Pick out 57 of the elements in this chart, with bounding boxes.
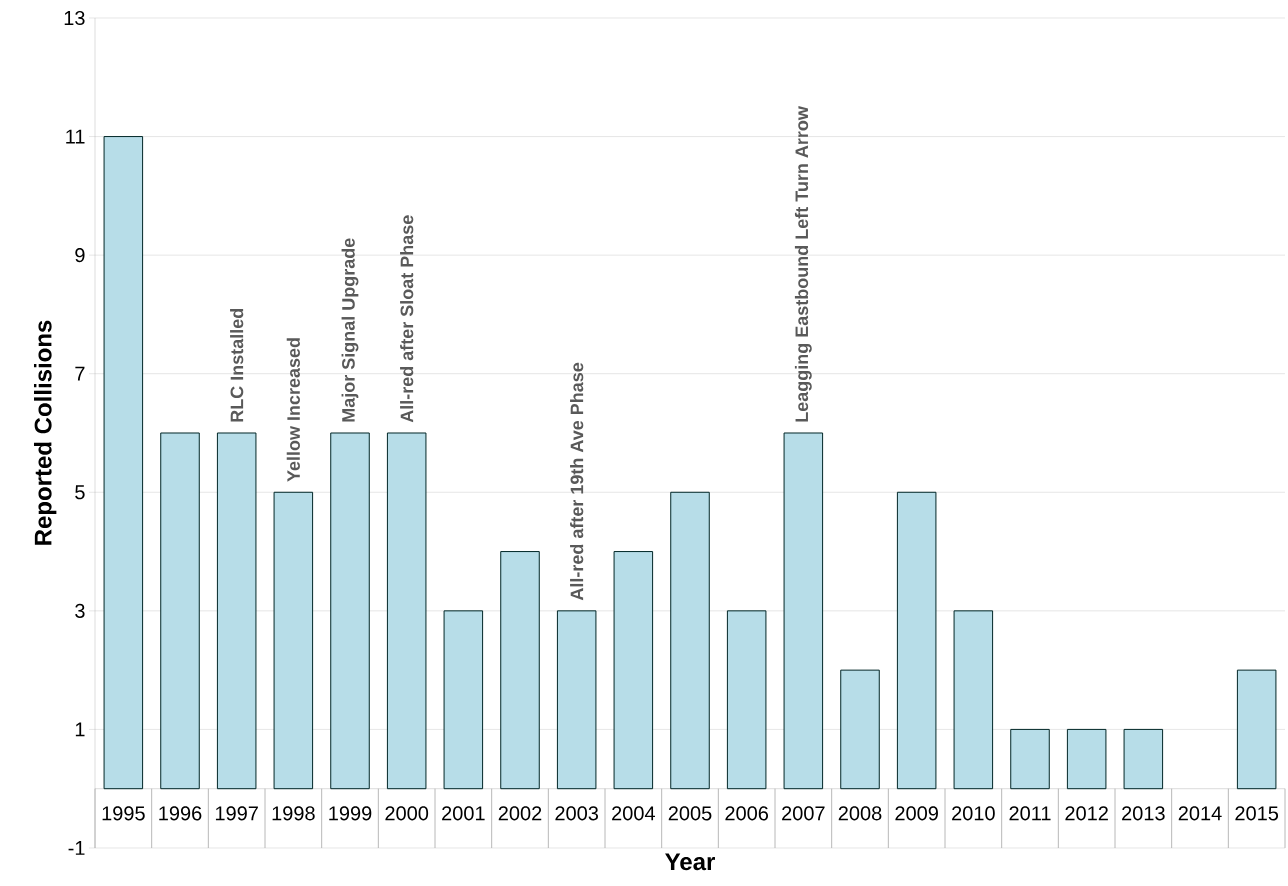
- x-tick-label: 1995: [102, 806, 145, 821]
- y-tick-label: 7: [75, 366, 85, 381]
- bar: [783, 432, 824, 790]
- x-tick-label: 2010: [952, 806, 995, 821]
- bar: [160, 432, 200, 790]
- y-tick-label: 11: [66, 129, 85, 144]
- x-tick-label: 2005: [668, 806, 712, 821]
- bar: [670, 491, 710, 790]
- bar: [726, 610, 767, 790]
- x-tick-label: 2014: [1178, 806, 1222, 821]
- x-tick-label: 2013: [1122, 806, 1165, 821]
- y-tick-label: 1: [75, 722, 85, 737]
- x-tick-label: 1997: [215, 806, 258, 821]
- x-tick-label: 1996: [159, 806, 202, 821]
- bar: [330, 432, 370, 790]
- bar: [1066, 728, 1107, 790]
- bar: [1123, 728, 1164, 790]
- y-tick-label: 9: [75, 248, 85, 263]
- annotation: Leagging Eastbound Left Turn Arrow: [794, 106, 812, 422]
- y-tick-label: 13: [64, 10, 85, 26]
- bar: [896, 491, 937, 790]
- x-tick-label: 2008: [838, 806, 882, 821]
- bar: [216, 432, 257, 790]
- x-tick-label: 2012: [1065, 806, 1108, 821]
- bar: [1010, 728, 1050, 790]
- x-tick-label: 2000: [385, 806, 429, 821]
- bar: [443, 610, 484, 790]
- annotation: All-red after 19th Ave Phase: [570, 362, 584, 601]
- x-tick-label: 2003: [555, 806, 599, 821]
- y-tick-label: 5: [75, 485, 85, 500]
- x-tick-label: 2002: [498, 806, 542, 821]
- x-tick-label: 2015: [1235, 806, 1279, 821]
- bar: [556, 610, 597, 790]
- annotation: Major Signal Upgrade: [341, 238, 359, 422]
- bar: [953, 610, 994, 790]
- x-tick-label: 2009: [895, 806, 938, 821]
- annotation: All-red after Sloat Phase: [400, 215, 414, 423]
- y-tick-label: 3: [75, 603, 85, 618]
- annotation: RLC Installed: [230, 308, 244, 422]
- annotation: Yellow Increased: [286, 338, 300, 482]
- x-tick-label: 2007: [782, 806, 825, 821]
- x-tick-label: 1999: [329, 806, 372, 821]
- bar: [273, 491, 314, 790]
- bar: [840, 669, 880, 790]
- x-axis-title: Year: [665, 853, 715, 871]
- x-tick-label: 1998: [272, 806, 315, 821]
- bar: [103, 136, 144, 790]
- x-tick-label: 2006: [725, 806, 769, 821]
- x-tick-label: 2011: [1009, 806, 1051, 821]
- y-axis-title: Reported Collisions: [33, 320, 57, 545]
- bar: [613, 551, 654, 790]
- bar: [1236, 669, 1277, 790]
- x-tick-label: 2001: [442, 806, 485, 821]
- x-tick-label: 2004: [612, 806, 655, 821]
- y-tick-label: -1: [68, 841, 85, 855]
- bar: [500, 551, 540, 790]
- bar: [386, 432, 427, 790]
